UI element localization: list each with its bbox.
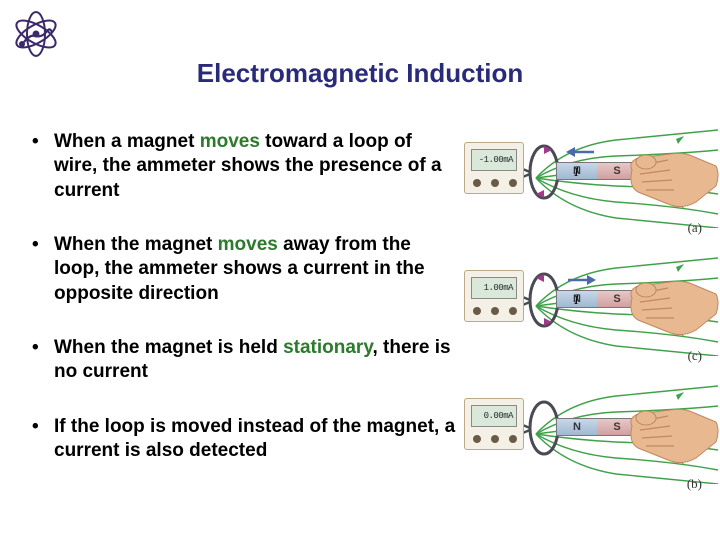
keyword: moves — [200, 131, 260, 152]
ammeter-reading: 1.00mA — [471, 277, 517, 299]
bullet-dot: • — [28, 130, 54, 203]
induction-figure: 0.00mA NS (b) — [454, 380, 720, 490]
bullet-dot: • — [28, 415, 54, 464]
ammeter-icon: -1.00mA — [464, 142, 524, 194]
figure-label: (b) — [687, 476, 702, 492]
bullet-text: When the magnet is held stationary, ther… — [54, 336, 458, 385]
keyword: moves — [218, 234, 278, 255]
induction-figure: -1.00mA NS I (a) — [454, 124, 720, 234]
keyword: stationary — [283, 337, 372, 358]
bullet-text: When the magnet moves away from the loop… — [54, 233, 458, 306]
bullet-dot: • — [28, 336, 54, 385]
current-label: I — [574, 292, 579, 309]
figure-label: (c) — [688, 348, 702, 364]
ammeter-reading: -1.00mA — [471, 149, 517, 171]
ammeter-icon: 0.00mA — [464, 398, 524, 450]
figure-label: (a) — [688, 220, 702, 236]
current-label: I — [574, 164, 579, 181]
bullet-item: • When the magnet moves away from the lo… — [28, 233, 458, 306]
ammeter-reading: 0.00mA — [471, 405, 517, 427]
bullet-item: • If the loop is moved instead of the ma… — [28, 415, 458, 464]
bullet-list: • When a magnet moves toward a loop of w… — [28, 130, 458, 493]
bullet-text: When a magnet moves toward a loop of wir… — [54, 130, 458, 203]
ammeter-icon: 1.00mA — [464, 270, 524, 322]
bullet-text: If the loop is moved instead of the magn… — [54, 415, 458, 464]
logo-icon — [8, 6, 64, 62]
bullet-item: • When a magnet moves toward a loop of w… — [28, 130, 458, 203]
figures-column: -1.00mA NS I (a) — [454, 124, 720, 508]
bullet-dot: • — [28, 233, 54, 306]
induction-figure: 1.00mA NS I (c) — [454, 252, 720, 362]
bullet-item: • When the magnet is held stationary, th… — [28, 336, 458, 385]
page-title: Electromagnetic Induction — [0, 0, 720, 117]
